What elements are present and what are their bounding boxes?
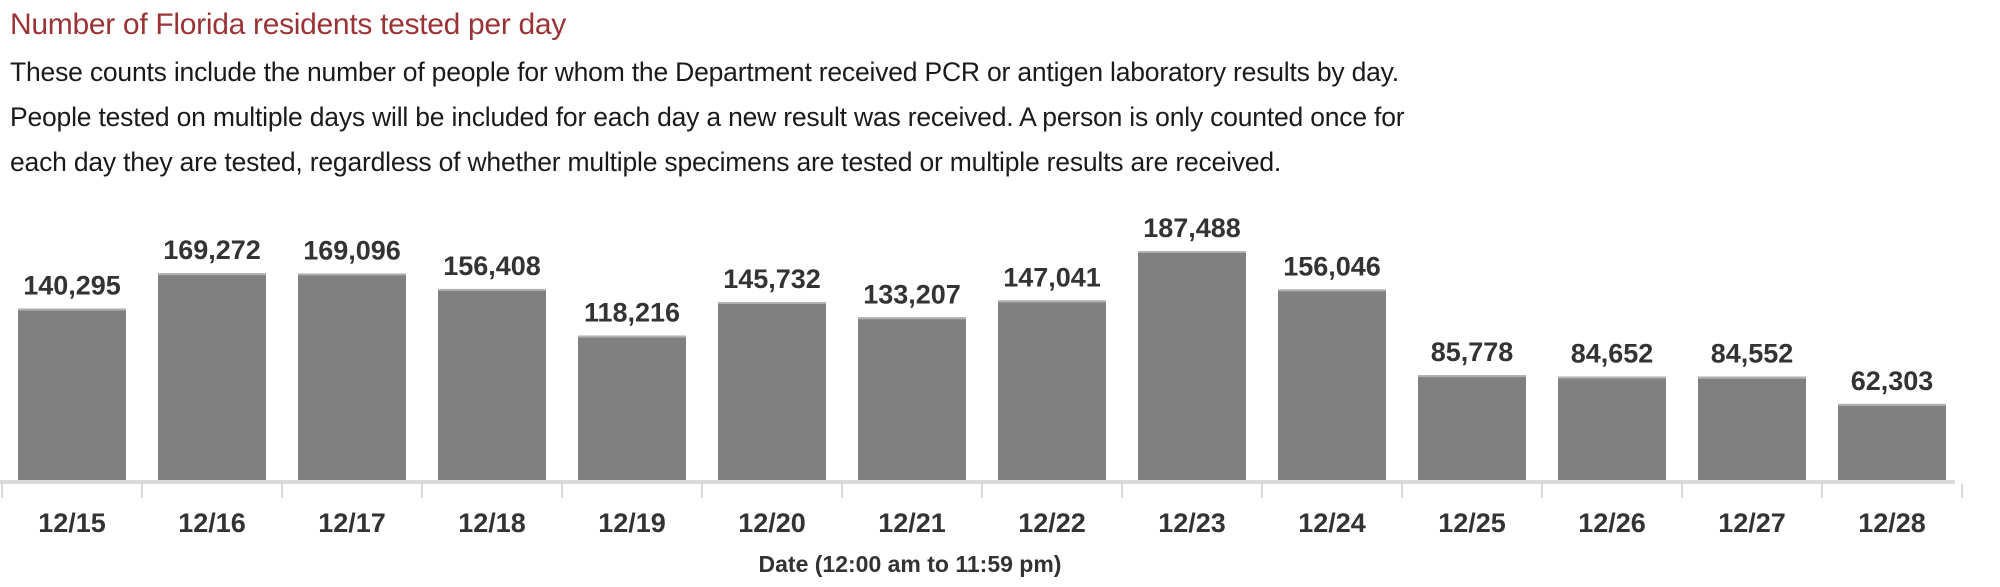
description-line: each day they are tested, regardless of …	[10, 147, 1282, 177]
bar-top-edge	[298, 273, 406, 276]
bar	[718, 302, 826, 480]
bar-top-edge	[158, 273, 266, 276]
x-tick-label: 12/23	[1158, 508, 1226, 538]
bar	[578, 335, 686, 480]
description-line: These counts include the number of peopl…	[10, 57, 1399, 87]
bar	[858, 317, 966, 480]
bar	[1838, 403, 1946, 480]
data-label: 156,408	[443, 251, 541, 281]
bar-top-edge	[1838, 403, 1946, 406]
data-label: 133,207	[863, 279, 961, 309]
data-label: 145,732	[723, 264, 821, 294]
bar	[1138, 251, 1246, 480]
bar	[1698, 376, 1806, 480]
bar-top-edge	[1698, 376, 1806, 379]
data-label: 156,046	[1283, 251, 1381, 281]
data-label: 118,216	[584, 298, 680, 328]
data-label: 187,488	[1143, 213, 1241, 243]
bar-top-edge	[858, 317, 966, 320]
x-tick-label: 12/27	[1718, 508, 1786, 538]
data-label: 62,303	[1851, 366, 1934, 396]
data-label: 85,778	[1431, 337, 1514, 367]
bar	[438, 288, 546, 480]
data-label: 147,041	[1003, 262, 1101, 292]
x-tick-label: 12/17	[318, 508, 386, 538]
bar-top-edge	[438, 288, 546, 291]
x-tick-label: 12/15	[38, 508, 106, 538]
x-tick-label: 12/16	[178, 508, 246, 538]
chart-description: These counts include the number of peopl…	[10, 50, 1405, 185]
bar	[1278, 289, 1386, 480]
bar	[1418, 375, 1526, 480]
bar	[298, 273, 406, 480]
x-tick-label: 12/28	[1858, 508, 1926, 538]
bar-top-edge	[718, 302, 826, 305]
x-tick-label: 12/18	[458, 508, 526, 538]
x-tick-label: 12/20	[738, 508, 806, 538]
data-label: 84,552	[1711, 339, 1794, 369]
data-label: 140,295	[23, 271, 121, 301]
x-tick-label: 12/25	[1438, 508, 1506, 538]
x-tick-label: 12/19	[598, 508, 666, 538]
x-tick-label: 12/21	[878, 508, 946, 538]
data-label: 169,272	[163, 235, 261, 265]
x-tick-label: 12/24	[1298, 508, 1366, 538]
bar-top-edge	[1138, 251, 1246, 253]
bar-top-edge	[18, 308, 126, 311]
x-axis-line	[0, 480, 1955, 484]
x-tick-label: 12/26	[1578, 508, 1646, 538]
x-axis-label: Date (12:00 am to 11:59 pm)	[759, 551, 1062, 577]
bar	[998, 300, 1106, 480]
bar	[1558, 376, 1666, 480]
description-line: People tested on multiple days will be i…	[10, 102, 1405, 132]
bar-top-edge	[1418, 375, 1526, 378]
bar	[18, 308, 126, 480]
bar-top-edge	[578, 335, 686, 338]
bar-top-edge	[1278, 289, 1386, 292]
chart-title: Number of Florida residents tested per d…	[10, 8, 567, 41]
bar-top-edge	[998, 300, 1106, 303]
bar	[158, 273, 266, 480]
bar-top-edge	[1558, 376, 1666, 379]
data-label: 84,652	[1571, 339, 1654, 369]
data-label: 169,096	[303, 235, 401, 265]
x-tick-label: 12/22	[1018, 508, 1086, 538]
